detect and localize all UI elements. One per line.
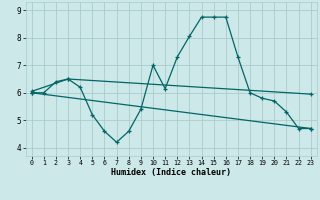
X-axis label: Humidex (Indice chaleur): Humidex (Indice chaleur) [111,168,231,177]
